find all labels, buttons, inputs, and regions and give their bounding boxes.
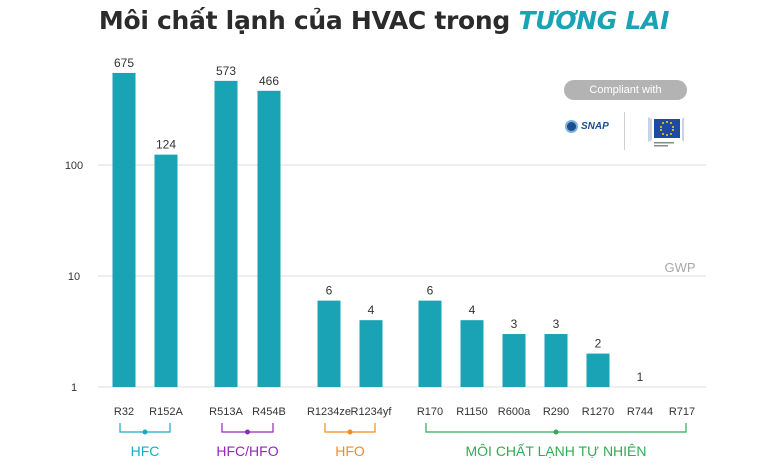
x-tick-label: R290: [543, 406, 569, 418]
bar: [214, 80, 238, 387]
snap-logo-text: SNAP: [581, 121, 609, 132]
group-label: MÔI CHẤT LẠNH TỰ NHIÊN: [465, 443, 646, 459]
bar: [544, 334, 568, 387]
bar: [154, 154, 178, 387]
data-label: 3: [553, 317, 560, 331]
x-tick-label: R170: [417, 406, 443, 418]
x-tick-label: R1150: [456, 406, 488, 418]
bar: [586, 353, 610, 387]
epa-seal-icon: [565, 120, 578, 133]
data-label: 2: [595, 337, 602, 351]
data-label: 1: [637, 370, 644, 384]
compliance-badge: Compliant with: [564, 80, 687, 100]
bar: [112, 72, 136, 388]
group-bracket-dot: [347, 429, 353, 435]
x-tick-label: R744: [627, 406, 653, 418]
chart-title: Môi chất lạnh của HVAC trong TƯƠNG LAI: [0, 6, 768, 35]
group-bracket-dot: [142, 429, 148, 435]
x-tick-label: R32: [114, 406, 134, 418]
data-label: 3: [511, 317, 518, 331]
bar: [359, 320, 383, 387]
x-tick-label: R513A: [209, 406, 243, 418]
x-tick-label: R1234yf: [351, 406, 393, 418]
x-tick-label: R1270: [582, 406, 614, 418]
title-main: Môi chất lạnh của HVAC trong: [98, 6, 519, 35]
group-label: HFC/HFO: [216, 443, 278, 459]
eu-commission-logo-icon: [648, 117, 684, 147]
data-label: 124: [156, 138, 176, 152]
group-bracket-dot: [245, 429, 250, 435]
x-tick-label: R717: [669, 406, 695, 418]
x-tick-label: R1234ze: [307, 406, 351, 418]
y-tick-label: 10: [68, 271, 80, 283]
snap-logo: SNAP: [565, 120, 609, 133]
data-label: 466: [259, 74, 279, 88]
data-label: 6: [326, 284, 333, 298]
bar: [460, 320, 484, 387]
group-label: HFO: [335, 443, 365, 459]
bar: [418, 300, 442, 387]
data-label: 6: [427, 284, 434, 298]
data-label: 675: [114, 56, 134, 70]
y-tick-label: 100: [65, 160, 83, 172]
x-tick-label: R454B: [252, 406, 286, 418]
y-tick-label: 1: [71, 382, 77, 394]
data-label: 4: [368, 303, 375, 317]
bar: [502, 334, 526, 387]
group-label: HFC: [131, 443, 160, 459]
logo-divider: [624, 112, 625, 150]
bar: [317, 300, 341, 387]
data-label: 573: [216, 64, 236, 78]
x-tick-label: R600a: [498, 406, 531, 418]
data-label: 4: [469, 303, 476, 317]
y-axis-label: GWP: [664, 260, 695, 275]
group-bracket-dot: [553, 429, 559, 435]
title-accent: TƯƠNG LAI: [518, 6, 670, 35]
x-tick-label: R152A: [149, 406, 183, 418]
bar: [257, 90, 281, 387]
